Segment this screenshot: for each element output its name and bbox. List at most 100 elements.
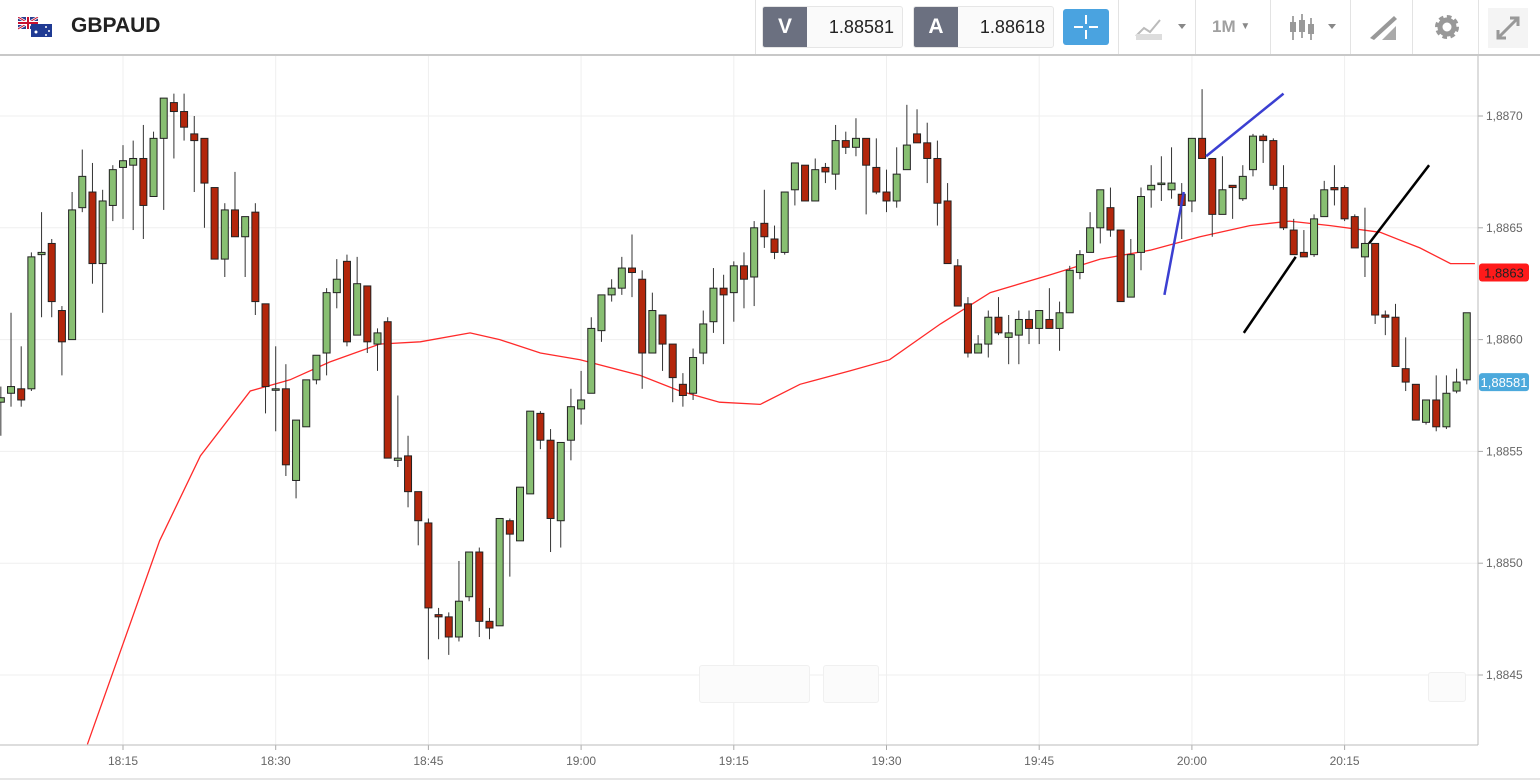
buy-price-button[interactable]: A 1.88618 <box>913 6 1054 48</box>
candle-body-down <box>1411 383 1420 421</box>
candle-body-down <box>1391 316 1400 367</box>
candle <box>383 317 392 459</box>
candle-body-up <box>78 175 87 209</box>
candle-body-up <box>393 457 402 461</box>
candle <box>902 104 911 171</box>
candle <box>526 410 535 495</box>
divider <box>1412 0 1413 54</box>
candle-body-up <box>1004 332 1013 338</box>
candle <box>1075 250 1084 280</box>
y-tick-label: 1,8855 <box>1486 444 1523 458</box>
candle <box>648 292 657 354</box>
candle <box>536 411 545 450</box>
candle-body-down <box>434 614 443 618</box>
candle <box>1086 212 1095 253</box>
candle <box>444 612 453 655</box>
candle <box>1391 303 1400 367</box>
candle-body-down <box>678 383 687 397</box>
candle-body-down <box>57 310 66 343</box>
candle-body-up <box>1422 399 1431 423</box>
candle-body-up <box>790 162 799 191</box>
candle-body-up <box>37 251 46 256</box>
candle <box>312 354 321 385</box>
candle-body-down <box>1045 318 1054 329</box>
candle <box>678 373 687 407</box>
candle <box>729 261 738 322</box>
candle-body-down <box>943 200 952 265</box>
candle <box>505 518 514 577</box>
candle-body-down <box>1299 251 1308 258</box>
candle-body-down <box>1381 314 1390 318</box>
candle <box>780 191 789 255</box>
chart-type-button[interactable] <box>1288 10 1344 44</box>
candle <box>719 274 728 345</box>
candle-body-down <box>882 191 891 202</box>
timeframe-button[interactable]: 1M ▼ <box>1212 10 1262 44</box>
drawing-tools-button[interactable] <box>1366 10 1400 44</box>
sell-price: 1.88581 <box>828 17 894 37</box>
reset-button[interactable] <box>823 665 879 703</box>
candle-body-down <box>1279 187 1288 229</box>
candle <box>984 310 993 358</box>
candle-body-down <box>342 260 351 343</box>
fullscreen-button[interactable] <box>1488 8 1528 48</box>
candlestick-icon <box>1290 14 1336 40</box>
candle <box>658 314 667 371</box>
candle-body-down <box>139 157 148 206</box>
sell-price-button[interactable]: V 1.88581 <box>762 6 903 48</box>
y-tick-label: 1,8845 <box>1486 668 1523 682</box>
candle <box>668 343 677 403</box>
candle-body-up <box>129 157 138 166</box>
candle <box>872 138 881 195</box>
candle-body-down <box>1269 140 1278 186</box>
candle-body-down <box>230 209 239 238</box>
candle <box>1340 185 1349 222</box>
candle-body-up <box>1320 189 1329 218</box>
candle <box>1198 89 1207 159</box>
candle-body-down <box>424 522 433 609</box>
candle-body-down <box>821 166 830 173</box>
candle <box>220 203 229 277</box>
candle <box>760 189 769 248</box>
candle <box>1350 214 1359 249</box>
indicators-button[interactable] <box>1134 10 1190 44</box>
candle-body-down <box>251 211 260 303</box>
candle <box>1411 383 1420 421</box>
candle <box>750 221 759 307</box>
expand-icon <box>1496 16 1520 40</box>
candle-body-down <box>872 166 881 193</box>
candle <box>770 225 779 260</box>
candlestick-chart[interactable]: 1,8870 1,8865 1,8860 1,8855 1,8850 1,8845 18:1… <box>0 56 1540 782</box>
candle-body-up <box>7 386 16 394</box>
candle <box>841 131 850 155</box>
candle-body-down <box>1198 137 1207 159</box>
candles <box>0 89 1471 660</box>
candle <box>587 317 596 394</box>
candle <box>210 187 219 260</box>
candle <box>475 547 484 637</box>
candle-body-down <box>801 164 810 202</box>
candle-body-up <box>892 173 901 202</box>
candle <box>556 441 565 548</box>
pencil-ruler-icon <box>1370 16 1397 40</box>
candle <box>628 234 636 298</box>
candle-body-down <box>719 287 728 296</box>
candle <box>1238 165 1247 201</box>
x-tick-label: 18:45 <box>413 754 443 768</box>
candle <box>923 122 932 184</box>
settings-button[interactable] <box>1430 10 1464 44</box>
candle-body-up <box>526 410 535 495</box>
candle-body-down <box>505 520 514 535</box>
x-tick-label: 20:15 <box>1330 754 1360 768</box>
candle <box>953 259 962 307</box>
candle <box>1269 138 1278 190</box>
ma-value-label: 1,8863 <box>1484 266 1524 281</box>
candle <box>913 109 922 144</box>
candle <box>414 491 423 546</box>
crosshair-button[interactable] <box>1063 9 1109 45</box>
scroll-right-button[interactable] <box>1428 672 1466 702</box>
zoom-buttons[interactable] <box>699 665 810 703</box>
candle-body-down <box>1350 216 1359 249</box>
candle <box>404 435 413 508</box>
candle <box>342 254 351 347</box>
